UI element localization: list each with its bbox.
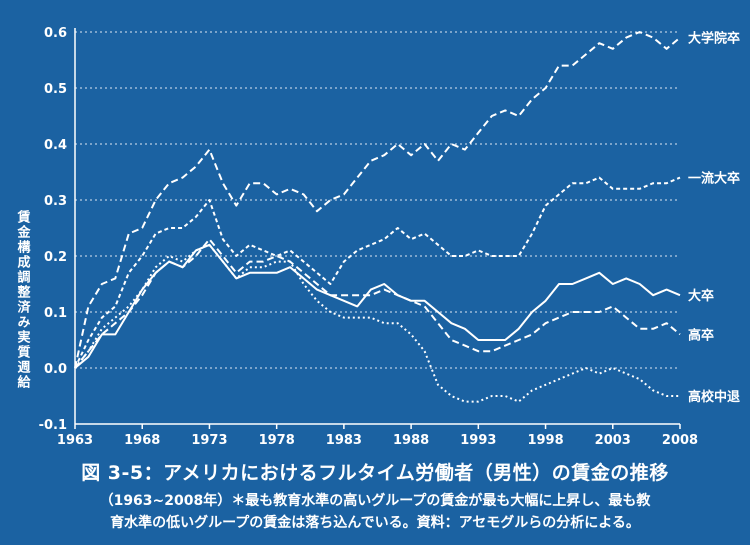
series-label: 大学院卒 (688, 31, 740, 47)
x-tick-label: 1983 (326, 433, 362, 448)
axes (74, 28, 681, 429)
y-tick-label: 0.5 (44, 82, 67, 97)
y-tick-label: 0.2 (44, 250, 67, 265)
y-tick-label: 0.1 (44, 306, 67, 321)
y-tick-label: 0.6 (44, 26, 67, 41)
figure-subtitle-line-2: 育水準の低いグループの賃金は落ち込んでいる。資料：アセモグルらの分析による。 (110, 515, 640, 531)
y-tick-label: 0.4 (44, 138, 67, 153)
y-tick-label: 0.0 (44, 362, 67, 377)
series-line (74, 238, 681, 369)
x-tick-labels: 1963 1968 1973 1978 1983 1988 1993 1998 2003 2008 (57, 433, 698, 448)
series-label: 高卒 (688, 327, 714, 343)
series-line (74, 243, 680, 403)
x-tick-label: 1993 (460, 433, 496, 448)
series-label: 高校中退 (688, 389, 740, 405)
series-line (74, 243, 681, 369)
figure-title: 図 3-5：アメリカにおけるフルタイム労働者（男性）の賃金の推移 (81, 462, 669, 484)
series-line (74, 31, 681, 369)
series-line (74, 176, 681, 369)
y-tick-label: -0.1 (39, 418, 67, 433)
figure-subtitle-line-1: （1963~2008年）＊最も教育水準の高いグループの賃金が最も大幅に上昇し、最… (99, 493, 651, 509)
x-tick-label: 1963 (57, 433, 93, 448)
x-tick-label: 2008 (662, 433, 698, 448)
y-tick-labels: -0.1 0.0 0.1 0.2 0.3 0.4 0.5 0.6 (39, 26, 67, 433)
x-tick-label: 1998 (527, 433, 563, 448)
y-axis-label: 賃金構成調整済み実質週給 (15, 209, 32, 390)
x-tick-label: 1968 (124, 433, 160, 448)
y-tick-label: 0.3 (44, 194, 67, 209)
gridlines (75, 31, 680, 369)
series-label: 大卒 (688, 288, 714, 304)
series-lines (74, 31, 681, 403)
x-tick-label: 1973 (191, 433, 227, 448)
wage-trend-chart: -0.10.00.10.20.30.40.50.6 1963 1968 1973 19… (15, 26, 741, 448)
x-tick-label: 1988 (393, 433, 429, 448)
x-tick-label: 1978 (259, 433, 295, 448)
series-label: 一流大卒 (688, 171, 740, 187)
x-tick-label: 2003 (595, 433, 631, 448)
